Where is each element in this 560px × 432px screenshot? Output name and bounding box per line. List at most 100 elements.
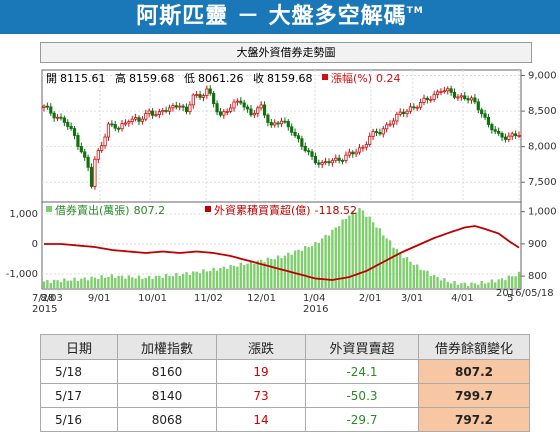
lend-bar xyxy=(86,280,90,288)
candle-body xyxy=(439,91,443,93)
lend-bar xyxy=(321,238,324,288)
lend-bar xyxy=(120,275,124,288)
candle-body xyxy=(167,107,172,112)
candle-body xyxy=(208,88,212,94)
lend-bar xyxy=(239,262,242,288)
lend-bar xyxy=(175,272,178,288)
lend-bar xyxy=(507,275,511,288)
left-axis: 1,000 0 -1,000 xyxy=(6,209,38,280)
lend-bar xyxy=(110,274,114,288)
candle-body xyxy=(72,128,77,136)
table-row: 5/16 8068 14 -29.7 797.2 xyxy=(40,407,530,432)
lend-bar xyxy=(226,269,229,288)
lend-bar xyxy=(416,264,419,288)
lend-bar xyxy=(358,207,361,288)
lend-bar xyxy=(419,269,422,288)
foreign-legend: 外資累積買賣超(億) -118.52 xyxy=(214,203,357,217)
candle-body xyxy=(49,106,53,114)
candle-body xyxy=(419,102,423,108)
lend-value: 807.2 xyxy=(134,204,166,217)
chart-title-text: 大盤外資借券走勢圖 xyxy=(236,46,336,59)
lend-bar xyxy=(249,260,253,288)
market-chart: 7,500 8,000 8,500 9,000 1,000 0 -1,000 800 900… xyxy=(6,69,557,315)
price-tick-label: 8,000 xyxy=(528,142,557,153)
lend-bar xyxy=(280,258,283,288)
lend-bar xyxy=(395,248,399,288)
candle-body xyxy=(191,94,195,106)
x-tick-year: 2016 xyxy=(303,304,328,315)
lend-bar xyxy=(46,279,49,288)
candle-body xyxy=(113,124,117,129)
lend-bar xyxy=(361,210,365,288)
lend-bar xyxy=(253,263,256,288)
candle-body xyxy=(490,124,494,131)
candle-body xyxy=(283,120,287,123)
candle-body xyxy=(435,91,440,95)
lend-bar xyxy=(171,276,175,288)
lend-bar xyxy=(392,247,395,288)
x-tick-label: 8/03 xyxy=(40,293,62,304)
candle-body xyxy=(334,157,338,161)
lend-bar xyxy=(470,282,473,288)
lend-bar xyxy=(215,270,219,288)
cell-balance: 797.2 xyxy=(418,407,530,432)
lend-bar xyxy=(314,242,317,288)
x-tick-label: 2/01 xyxy=(359,293,381,304)
lend-bar xyxy=(52,279,56,288)
header-change: 漲跌 xyxy=(216,334,306,360)
lend-bar xyxy=(310,246,314,288)
lend-bar xyxy=(83,277,86,288)
candle-body xyxy=(157,111,161,116)
candle-body xyxy=(503,136,508,140)
candle-body xyxy=(96,150,100,160)
candle-body xyxy=(449,88,453,93)
lend-bar xyxy=(97,278,100,288)
date-marker: 2016/05/18 xyxy=(496,288,554,299)
candle-body xyxy=(232,101,236,109)
lend-bar xyxy=(368,216,371,288)
lend-bar xyxy=(354,212,358,288)
candle-body xyxy=(62,117,66,123)
candle-body xyxy=(378,132,382,135)
foreign-value: -118.52 xyxy=(315,204,357,217)
header-balance: 借券餘額變化 xyxy=(418,334,530,360)
candle-body xyxy=(395,113,399,122)
candle-body xyxy=(303,146,307,152)
candle-body xyxy=(201,95,206,98)
daily-data-table: 日期 加權指數 漲跌 外資買賣超 借券餘額變化 5/18 8160 19 -24… xyxy=(40,334,530,432)
lend-swatch xyxy=(46,206,52,212)
x-tick-label: 11/02 xyxy=(194,293,223,304)
lend-bar xyxy=(378,228,382,288)
lend-bar xyxy=(266,257,270,288)
lend-bar xyxy=(429,276,432,288)
lend-bar xyxy=(151,278,154,288)
candle-body xyxy=(106,123,111,138)
lend-bar xyxy=(344,219,348,288)
banner-title-text: 阿斯匹靈 － 大盤多空解碼 xyxy=(136,4,407,29)
left-tick-label: 0 xyxy=(32,239,38,250)
lend-bar xyxy=(107,276,110,288)
table-header-row: 日期 加權指數 漲跌 外資買賣超 借券餘額變化 xyxy=(40,334,530,360)
candle-body xyxy=(66,121,70,127)
cell-change: 73 xyxy=(216,383,306,408)
trademark: TM xyxy=(406,6,424,16)
cell-date: 5/18 xyxy=(40,359,118,384)
candle-body xyxy=(184,106,189,113)
candle-body xyxy=(286,120,290,128)
candle-body xyxy=(164,110,168,112)
candle-body xyxy=(110,123,114,126)
cell-change: 14 xyxy=(216,407,306,432)
lend-bar xyxy=(466,286,470,288)
lend-bar xyxy=(304,245,307,288)
candle-body xyxy=(79,146,83,153)
lend-bar xyxy=(256,260,259,288)
lend-bar xyxy=(494,282,497,288)
foreign-swatch xyxy=(205,206,211,212)
candle-body xyxy=(415,106,419,109)
lend-bar xyxy=(422,270,426,288)
candle-body xyxy=(269,122,273,126)
lend-bar xyxy=(198,273,202,288)
lend-bar xyxy=(188,274,192,288)
candle-body xyxy=(344,154,348,161)
candle-body xyxy=(76,135,80,147)
